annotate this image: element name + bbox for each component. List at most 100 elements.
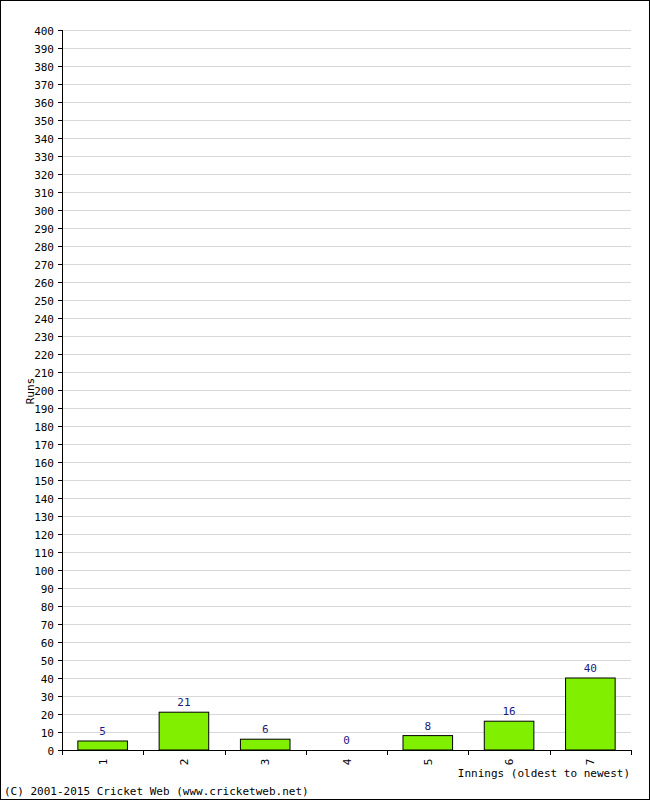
y-tick [58,426,62,427]
y-tick-label: 90 [41,583,54,596]
y-tick [58,642,62,643]
y-tick-label: 200 [34,385,54,398]
y-axis [62,30,63,750]
y-tick-label: 210 [34,367,54,380]
bar [159,712,209,750]
grid-line [62,516,631,517]
x-axis-label: Innings (oldest to newest) [458,767,630,780]
grid-line [62,390,631,391]
y-tick-label: 310 [34,187,54,200]
y-tick-label: 290 [34,223,54,236]
bar [240,739,290,750]
x-tick-label: 4 [341,758,354,765]
y-tick [58,750,62,751]
grid-line [62,318,631,319]
y-tick-label: 190 [34,403,54,416]
x-tick [62,750,63,755]
y-tick [58,246,62,247]
y-tick [58,372,62,373]
y-tick-label: 400 [34,25,54,38]
y-tick [58,174,62,175]
y-tick-label: 170 [34,439,54,452]
grid-line [62,732,631,733]
grid-line [62,498,631,499]
grid-line [62,246,631,247]
y-tick-label: 80 [41,601,54,614]
y-tick [58,624,62,625]
y-tick [58,192,62,193]
y-tick [58,570,62,571]
data-label: 16 [502,705,515,718]
y-tick [58,732,62,733]
y-tick-label: 60 [41,637,54,650]
y-tick [58,534,62,535]
grid-line [62,228,631,229]
bar [403,736,453,750]
y-tick [58,102,62,103]
data-label: 0 [343,734,350,747]
y-tick [58,228,62,229]
y-tick-label: 340 [34,133,54,146]
x-tick [306,750,307,755]
data-label: 40 [584,662,597,675]
x-tick [468,750,469,755]
data-label: 8 [424,720,431,733]
y-tick-label: 70 [41,619,54,632]
grid-line [62,282,631,283]
grid-line [62,66,631,67]
grid-line [62,624,631,625]
y-tick-label: 140 [34,493,54,506]
grid-line [62,210,631,211]
y-tick [58,336,62,337]
y-tick-label: 20 [41,709,54,722]
grid-line [62,48,631,49]
y-tick [58,408,62,409]
bar [484,721,534,750]
grid-line [62,156,631,157]
y-tick-label: 40 [41,673,54,686]
grid-line [62,138,631,139]
y-tick [58,210,62,211]
y-tick [58,678,62,679]
x-tick [387,750,388,755]
grid-line [62,570,631,571]
x-axis [62,750,631,751]
y-tick [58,300,62,301]
grid-line [62,750,631,751]
grid-line [62,192,631,193]
y-tick-label: 250 [34,295,54,308]
x-tick [143,750,144,755]
y-tick-label: 50 [41,655,54,668]
y-tick [58,480,62,481]
y-tick-label: 350 [34,115,54,128]
y-tick-label: 150 [34,475,54,488]
y-tick-label: 370 [34,79,54,92]
y-tick-label: 160 [34,457,54,470]
y-tick [58,714,62,715]
y-tick-label: 300 [34,205,54,218]
annotation: (C) 2001-2015 Cricket Web (www.cricketwe… [4,785,309,798]
x-tick-label: 7 [584,759,597,766]
y-tick-label: 360 [34,97,54,110]
grid-line [62,642,631,643]
x-tick-label: 1 [97,759,110,766]
y-tick-label: 320 [34,169,54,182]
y-tick-label: 240 [34,313,54,326]
grid-line [62,426,631,427]
grid-line [62,660,631,661]
y-tick [58,660,62,661]
grid-line [62,84,631,85]
y-tick-label: 390 [34,43,54,56]
y-tick-label: 130 [34,511,54,524]
grid-line [62,480,631,481]
y-tick [58,120,62,121]
grid-line [62,372,631,373]
y-tick-label: 0 [47,745,54,758]
grid-line [62,120,631,121]
y-tick [58,318,62,319]
y-tick [58,30,62,31]
y-tick [58,462,62,463]
y-tick [58,498,62,499]
x-tick-label: 5 [422,759,435,766]
y-tick-label: 10 [41,727,54,740]
